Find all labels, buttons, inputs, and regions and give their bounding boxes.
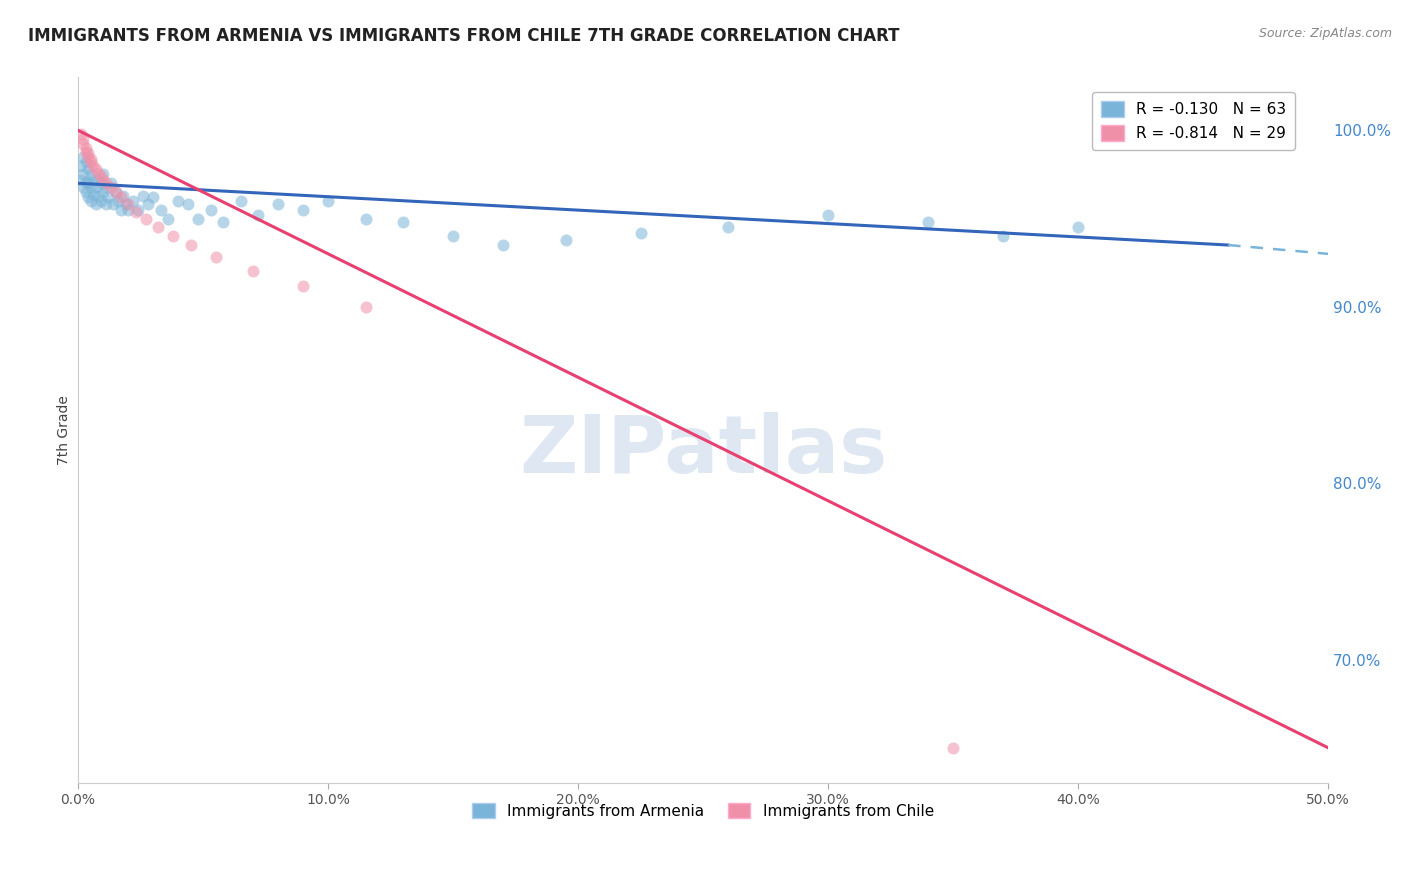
- Point: [117, 202, 139, 217]
- Point: [441, 229, 464, 244]
- Point: [247, 208, 270, 222]
- Point: [122, 194, 145, 208]
- Point: [91, 173, 114, 187]
- Point: [942, 740, 965, 755]
- Point: [354, 211, 377, 226]
- Point: [212, 215, 235, 229]
- Point: [104, 185, 127, 199]
- Point: [79, 168, 101, 182]
- Text: IMMIGRANTS FROM ARMENIA VS IMMIGRANTS FROM CHILE 7TH GRADE CORRELATION CHART: IMMIGRANTS FROM ARMENIA VS IMMIGRANTS FR…: [28, 27, 900, 45]
- Point: [84, 197, 107, 211]
- Point: [87, 166, 110, 180]
- Point: [72, 179, 94, 194]
- Point: [69, 127, 91, 141]
- Point: [157, 211, 180, 226]
- Point: [554, 233, 576, 247]
- Point: [90, 169, 112, 184]
- Point: [79, 194, 101, 208]
- Point: [1067, 220, 1090, 235]
- Point: [69, 173, 91, 187]
- Point: [82, 159, 104, 173]
- Point: [87, 173, 110, 187]
- Point: [630, 226, 652, 240]
- Point: [110, 190, 132, 204]
- Point: [117, 197, 139, 211]
- Point: [77, 146, 100, 161]
- Point: [292, 278, 315, 293]
- Point: [110, 202, 132, 217]
- Point: [991, 229, 1014, 244]
- Point: [354, 300, 377, 314]
- Point: [91, 168, 114, 182]
- Point: [72, 137, 94, 152]
- Y-axis label: 7th Grade: 7th Grade: [58, 395, 72, 465]
- Point: [94, 179, 117, 194]
- Point: [101, 197, 124, 211]
- Point: [162, 229, 184, 244]
- Point: [75, 145, 97, 159]
- Point: [72, 132, 94, 146]
- Point: [75, 185, 97, 199]
- Point: [82, 173, 104, 187]
- Point: [267, 197, 290, 211]
- Point: [717, 220, 740, 235]
- Point: [77, 190, 100, 204]
- Point: [104, 185, 127, 199]
- Point: [146, 220, 169, 235]
- Point: [107, 194, 129, 208]
- Point: [91, 185, 114, 199]
- Point: [84, 162, 107, 177]
- Point: [242, 264, 264, 278]
- Point: [75, 141, 97, 155]
- Point: [292, 202, 315, 217]
- Point: [392, 215, 415, 229]
- Text: ZIPatlas: ZIPatlas: [519, 412, 887, 491]
- Point: [94, 197, 117, 211]
- Point: [72, 150, 94, 164]
- Point: [69, 159, 91, 173]
- Point: [200, 202, 222, 217]
- Point: [177, 197, 200, 211]
- Point: [79, 152, 101, 166]
- Point: [917, 215, 939, 229]
- Point: [316, 194, 339, 208]
- Point: [72, 168, 94, 182]
- Point: [90, 194, 112, 208]
- Point: [132, 188, 155, 202]
- Point: [77, 176, 100, 190]
- Point: [90, 176, 112, 190]
- Point: [124, 204, 146, 219]
- Point: [94, 176, 117, 190]
- Point: [492, 238, 515, 252]
- Point: [100, 179, 122, 194]
- Point: [79, 179, 101, 194]
- Point: [180, 238, 202, 252]
- Point: [77, 150, 100, 164]
- Point: [112, 188, 135, 202]
- Point: [229, 194, 252, 208]
- Point: [87, 188, 110, 202]
- Point: [142, 190, 165, 204]
- Point: [79, 155, 101, 169]
- Point: [100, 176, 122, 190]
- Point: [149, 202, 172, 217]
- Point: [75, 155, 97, 169]
- Point: [136, 197, 159, 211]
- Point: [127, 202, 149, 217]
- Point: [167, 194, 190, 208]
- Text: Source: ZipAtlas.com: Source: ZipAtlas.com: [1258, 27, 1392, 40]
- Point: [187, 211, 209, 226]
- Point: [75, 174, 97, 188]
- Point: [817, 208, 839, 222]
- Legend: Immigrants from Armenia, Immigrants from Chile: Immigrants from Armenia, Immigrants from…: [467, 797, 941, 825]
- Point: [97, 190, 120, 204]
- Point: [114, 197, 136, 211]
- Point: [204, 251, 226, 265]
- Point: [77, 162, 100, 177]
- Point: [82, 186, 104, 201]
- Point: [135, 211, 157, 226]
- Point: [84, 179, 107, 194]
